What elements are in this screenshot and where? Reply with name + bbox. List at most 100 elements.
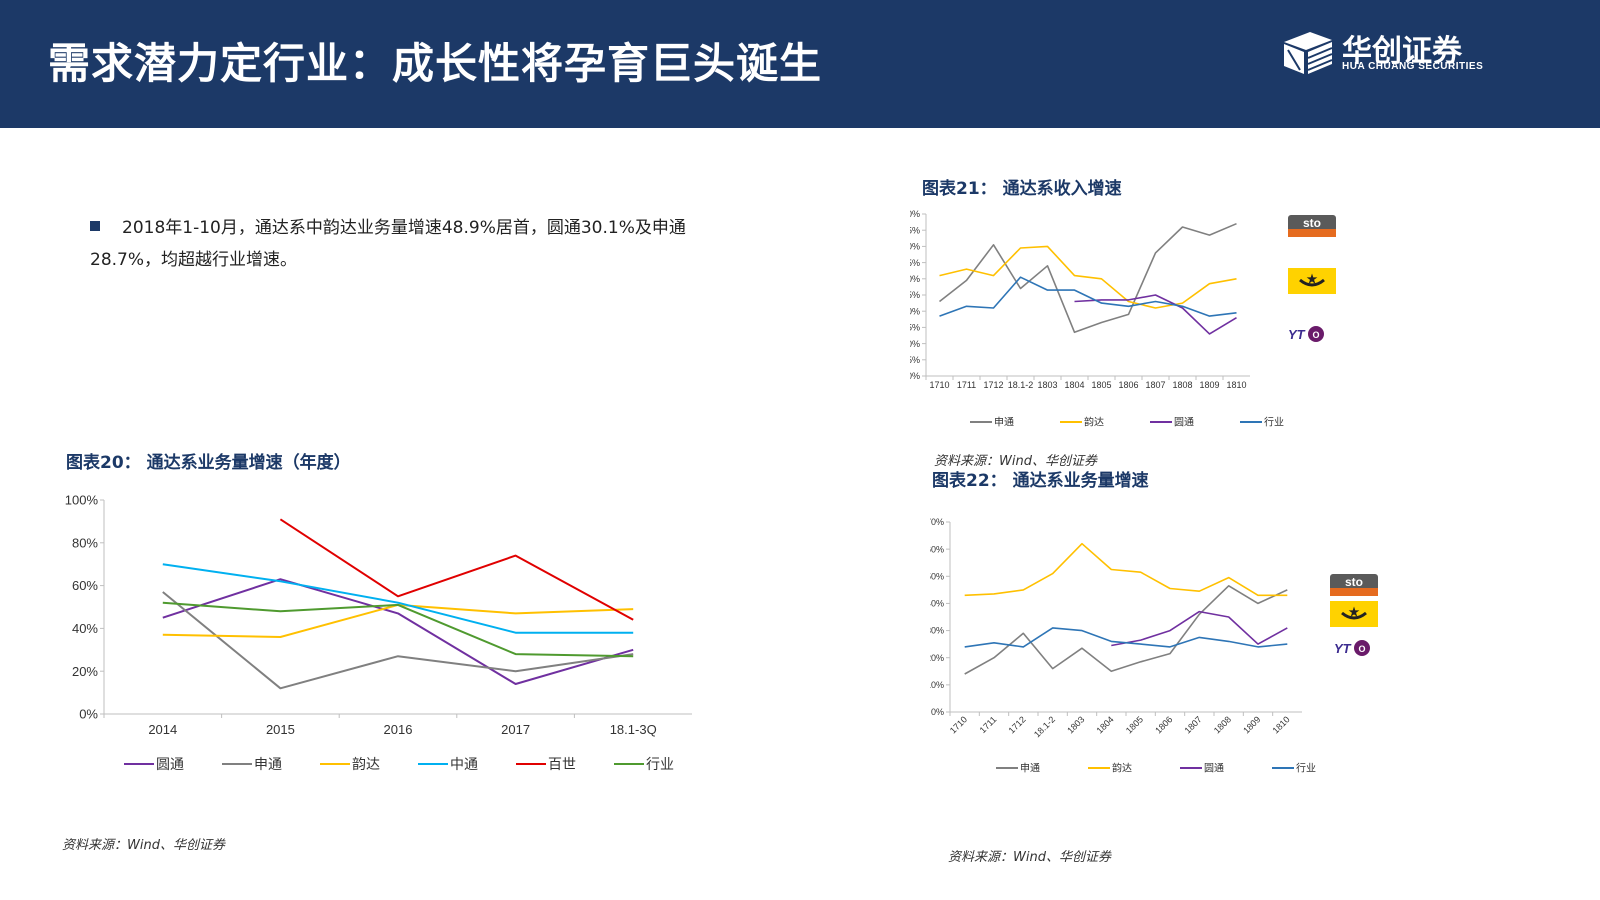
legend-label: 韵达 [352, 756, 380, 772]
yto-logo-icon-2: YT O [1334, 640, 1370, 656]
series-line-圆通 [1074, 294, 1237, 335]
bullet-point: 2018年1-10月，通达系中韵达业务量增速48.9%居首，圆通30.1%及申通… [90, 212, 730, 276]
svg-text:O: O [1358, 644, 1365, 654]
legend-label: 圆通 [1204, 762, 1224, 774]
legend-label: 申通 [254, 756, 282, 772]
logo-english: HUA CHUANG SECURITIES [1342, 61, 1484, 72]
x-tick-label: 1711 [957, 380, 976, 390]
x-tick-label: 18.1-3Q [610, 722, 657, 737]
series-line-韵达 [964, 542, 1288, 597]
x-tick-label: 1807 [1183, 714, 1204, 735]
legend-label: 百世 [548, 756, 576, 772]
y-tick-label: 40% [910, 242, 920, 252]
company-logo: 华创证券 HUA CHUANG SECURITIES [1280, 30, 1520, 78]
fig20-source: 资料来源：Wind、华创证券 [62, 838, 225, 853]
svg-text:★: ★ [1349, 605, 1360, 619]
series-line-申通 [162, 591, 634, 690]
series-line-韵达 [939, 245, 1237, 309]
y-tick-label: 30% [910, 274, 920, 284]
legend-label: 韵达 [1084, 415, 1104, 428]
y-tick-label: 100% [65, 493, 99, 508]
x-tick-label: 1805 [1124, 714, 1145, 735]
series-line-中通 [162, 563, 634, 634]
page-title: 需求潜力定行业：成长性将孕育巨头诞生 [48, 39, 823, 88]
y-tick-label: 60% [930, 544, 944, 554]
legend-label: 韵达 [1112, 761, 1132, 774]
y-tick-label: 35% [910, 258, 920, 268]
legend-label: 申通 [1020, 761, 1040, 774]
x-tick-label: 1806 [1153, 714, 1174, 735]
fig21-chart: 0% 5% 10% 15% 20% 25% 30% 35% 40% 45% 50% 1710 1711 1… [910, 209, 1284, 428]
header-bar: 需求潜力定行业：成长性将孕育巨头诞生 华创证券 HUA CHUANG SECUR… [0, 0, 1600, 128]
y-tick-label: 20% [930, 653, 944, 663]
svg-text:sto: sto [1303, 216, 1321, 230]
y-tick-label: 20% [72, 664, 98, 679]
fig20-chart: 0% 20% 40% 60% 80% 100% 2014 2015 2016 2017 18.1-3… [65, 493, 692, 772]
bullet-text-line2: 28.7%，均超越行业增速。 [90, 250, 298, 270]
x-tick-label: 1804 [1095, 714, 1116, 735]
y-tick-label: 40% [72, 621, 98, 636]
fig22-source: 资料来源：Wind、华创证券 [948, 850, 1111, 865]
x-tick-label: 1710 [929, 380, 949, 390]
x-tick-label: 1809 [1199, 380, 1219, 390]
x-tick-label: 18.1-2 [1032, 714, 1057, 739]
x-tick-label: 1710 [948, 714, 969, 735]
y-tick-label: 40% [930, 599, 944, 609]
y-tick-label: 50% [930, 571, 944, 581]
x-tick-label: 1810 [1226, 380, 1246, 390]
y-tick-label: 80% [72, 535, 98, 550]
y-tick-label: 10% [930, 680, 944, 690]
yunda-logo-icon-2: ★ [1330, 601, 1378, 627]
y-tick-label: 0% [910, 371, 920, 381]
legend-label: 中通 [450, 756, 478, 772]
y-tick-label: 30% [930, 626, 944, 636]
x-tick-label: 2016 [384, 722, 413, 737]
sto-logo-icon: sto [1288, 215, 1336, 237]
legend-label: 圆通 [1174, 416, 1194, 428]
series-line-行业 [162, 601, 634, 658]
x-tick-label: 1712 [1007, 714, 1028, 735]
yto-logo-icon: YT O [1288, 326, 1324, 342]
y-tick-label: 20% [910, 306, 920, 316]
y-tick-label: 60% [72, 578, 98, 593]
x-tick-label: 1807 [1145, 380, 1165, 390]
y-tick-label: 50% [910, 209, 920, 219]
y-tick-label: 70% [930, 518, 944, 527]
fig21-title: 图表21： 通达系收入增速 [922, 179, 1122, 199]
svg-text:YT: YT [1288, 327, 1306, 342]
sto-logo-icon-2: sto [1330, 574, 1378, 596]
series-line-百世 [279, 518, 634, 621]
x-tick-label: 1805 [1091, 380, 1111, 390]
series-line-行业 [939, 276, 1237, 317]
fig21-source: 资料来源：Wind、华创证券 [934, 454, 1097, 469]
y-tick-label: 45% [910, 225, 920, 235]
logo-chinese: 华创证券 [1342, 34, 1462, 69]
y-tick-label: 15% [910, 323, 920, 333]
svg-text:O: O [1312, 330, 1319, 340]
bullet-text-line1: 2018年1-10月，通达系中韵达业务量增速48.9%居首，圆通30.1%及申通 [122, 218, 686, 238]
x-tick-label: 18.1-2 [1008, 380, 1034, 390]
series-line-行业 [964, 627, 1288, 648]
x-tick-label: 1711 [978, 714, 999, 735]
series-line-申通 [964, 585, 1288, 675]
y-tick-label: 25% [910, 290, 920, 300]
legend-label: 圆通 [156, 756, 184, 772]
legend-label: 行业 [1264, 415, 1284, 428]
x-tick-label: 2014 [148, 722, 177, 737]
y-tick-label: 5% [910, 355, 920, 365]
svg-text:★: ★ [1307, 272, 1318, 286]
x-tick-label: 2015 [266, 722, 295, 737]
x-tick-label: 1803 [1065, 714, 1086, 735]
y-tick-label: 0% [931, 707, 944, 717]
legend-label: 申通 [994, 415, 1014, 428]
fig22-title: 图表22： 通达系业务量增速 [932, 471, 1149, 491]
bullet-square-icon [90, 221, 100, 231]
x-tick-label: 1803 [1037, 380, 1057, 390]
logo-cube-icon [1284, 32, 1333, 74]
legend-label: 行业 [646, 756, 674, 772]
series-line-圆通 [162, 578, 634, 685]
x-tick-label: 1806 [1118, 380, 1138, 390]
x-tick-label: 1712 [983, 380, 1003, 390]
x-tick-label: 1809 [1241, 714, 1262, 735]
series-line-圆通 [1111, 610, 1288, 647]
